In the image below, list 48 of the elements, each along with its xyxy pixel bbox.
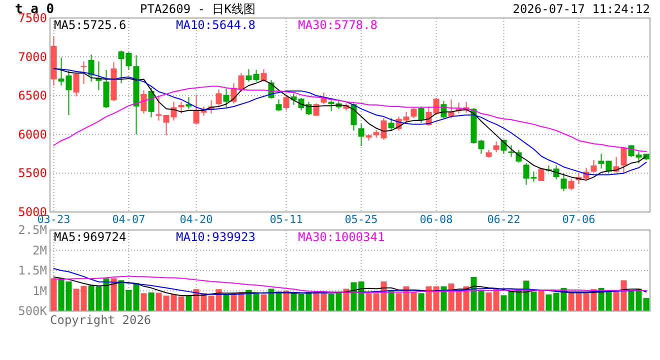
candlestick [88, 54, 94, 82]
candlestick [560, 172, 567, 192]
chart-subtitle: 2026-07-17 11:24:12 [512, 2, 650, 16]
x-tick-label: 05-11 [270, 213, 303, 226]
x-tick-label: 06-08 [420, 213, 453, 226]
chart-title: PTA2609 - 日K线图 [140, 2, 256, 16]
y-tick-label: 6500 [18, 88, 47, 103]
x-tick-label: 04-07 [112, 213, 146, 226]
candlestick [73, 72, 80, 97]
candlestick [216, 88, 222, 108]
y-tick-label: 6000 [18, 127, 47, 142]
y-tick-label: 1M [32, 284, 47, 298]
candlestick [538, 168, 544, 182]
candlestick [313, 102, 320, 116]
candlestick [388, 118, 394, 132]
y-tick-label: 7000 [18, 50, 47, 64]
candlestick [410, 108, 417, 119]
x-tick-label: 06-22 [487, 213, 520, 226]
x-tick-label: 04-20 [180, 213, 213, 226]
y-tick-label: 500K [18, 304, 48, 318]
candlestick [148, 87, 154, 118]
candlestick [276, 98, 282, 112]
candlestick [493, 140, 500, 153]
candlestick [568, 178, 574, 191]
candlestick [140, 90, 147, 114]
text: MA30:5778.8 [298, 18, 378, 32]
text: MA10:5644.8 [176, 18, 256, 32]
candlestick [283, 94, 290, 111]
text: MA5:5725.6 [54, 18, 126, 32]
y-tick-label: 5500 [18, 166, 47, 180]
text: MA5:969724 [54, 230, 126, 244]
text: MA30:1000341 [298, 230, 385, 244]
candlestick [223, 88, 230, 108]
x-tick-label: 07-06 [562, 213, 596, 226]
candlestick [358, 123, 364, 147]
candlestick [418, 106, 424, 124]
candlestick [80, 60, 87, 84]
x-tick-label: 05-25 [344, 213, 378, 226]
candlestick [350, 102, 357, 132]
y-tick-label: 2.5M [18, 223, 47, 237]
text: Copyright 2026 [50, 313, 152, 327]
text: MA10:939923 [176, 230, 256, 244]
candlestick [620, 146, 627, 174]
candlestick [186, 96, 192, 110]
y-tick-label: 1.5M [18, 264, 47, 278]
y-tick-label: 2M [32, 243, 47, 258]
candlestick [590, 160, 597, 173]
candlestick [260, 68, 267, 82]
